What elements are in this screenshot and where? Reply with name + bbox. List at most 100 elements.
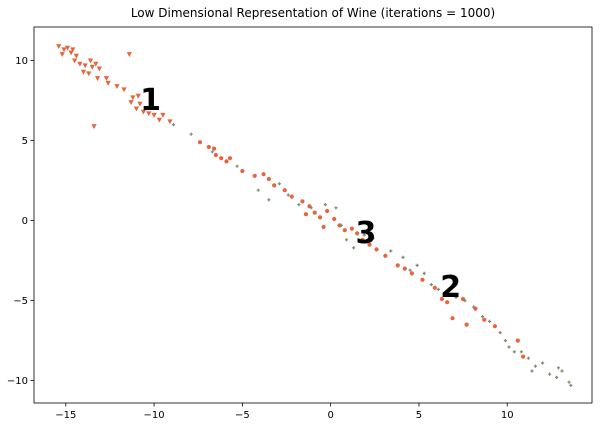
triangle-point [146,111,152,117]
plus-point [323,203,327,207]
triangle-point [135,93,141,99]
triangle-point [64,45,71,51]
cluster-annotations: 1 3 2 [140,83,461,305]
circle-point [395,263,400,268]
triangle-point [77,61,83,67]
plus-point [408,268,412,272]
plus-point [389,249,393,253]
plus-point [352,246,356,250]
y-tick-label: −5 [13,296,28,307]
triangle-point [72,58,78,64]
triangle-point [89,64,95,70]
plus-point [422,271,426,275]
cluster-label: 2 [440,270,461,305]
circle-point [349,226,354,231]
plus-point [267,198,271,202]
plus-point [556,366,561,370]
circle-point [197,140,203,145]
circle-point [289,194,294,199]
circle-point [332,216,337,222]
circle-point [367,242,372,247]
circle-point [272,183,277,188]
circle-point [464,322,469,327]
circle-point [360,237,365,242]
triangle-point [160,112,166,118]
y-tick-label: −10 [7,376,28,387]
plus-point [344,238,349,242]
circle-point [266,176,271,182]
circle-point [227,156,233,161]
triangle-point [121,87,127,93]
circle-point [482,317,487,322]
plus-point [415,263,419,267]
circle-point [450,316,455,321]
triangle-point [61,47,67,53]
plus-point [334,206,338,210]
plus-point [503,339,508,343]
circle-point [321,224,326,230]
triangle-point [103,76,109,82]
y-tick-label: 0 [22,216,28,227]
circle-point [303,212,309,217]
plus-point [569,383,573,387]
y-tick-label: 10 [15,56,28,67]
circle-point [312,210,317,215]
triangle-point [133,106,140,112]
circle-point [374,247,379,252]
plus-point [443,291,448,295]
triangle-point [130,95,136,101]
circle-point [355,231,360,236]
circle-point [342,228,347,233]
circle-point [402,266,407,271]
x-tick-label: 10 [501,410,514,421]
plus-point [463,299,467,303]
plot-area-frame [33,26,593,404]
triangle-point [114,84,120,90]
plus-point [560,369,564,373]
plus-point [519,350,523,354]
triangle-point [70,47,76,53]
triangle-point [140,109,147,115]
circle-point [439,296,445,302]
triangle-point [96,66,102,72]
plus-point [540,361,545,365]
plus-point [567,380,571,384]
triangle-point [80,69,87,75]
plus-point [555,375,559,379]
plus-point [171,123,176,127]
triangle-point [68,50,74,56]
triangle-point [126,52,132,58]
x-tick-label: −10 [144,410,165,421]
circle-point [206,144,211,150]
triangle-point [87,58,94,64]
plus-point [297,203,301,207]
plus-point [210,150,214,154]
plus-point [429,283,433,287]
circle-point [240,168,245,174]
x-tick-label: 5 [416,410,422,421]
x-tick-label: 0 [327,410,333,421]
data-points [56,44,573,387]
triangle-point [56,44,62,50]
circle-point [317,215,323,220]
triangle-point [105,80,111,86]
triangle-point [156,117,162,123]
plus-point [487,319,492,323]
circle-point [212,146,217,151]
triangle-point [93,61,99,67]
plus-point [548,372,552,376]
plus-point [454,295,458,299]
plus-point [533,364,538,368]
circle-point [409,271,414,276]
circle-point [213,152,218,158]
x-tick-label: −15 [55,410,76,421]
triangle-point [128,100,134,106]
plus-point [362,233,366,237]
plus-point [530,369,534,373]
circle-point [521,354,526,359]
plus-point [309,206,313,210]
triangle-point [86,71,92,77]
plus-point [507,345,511,349]
x-tick-label: −5 [235,410,250,421]
